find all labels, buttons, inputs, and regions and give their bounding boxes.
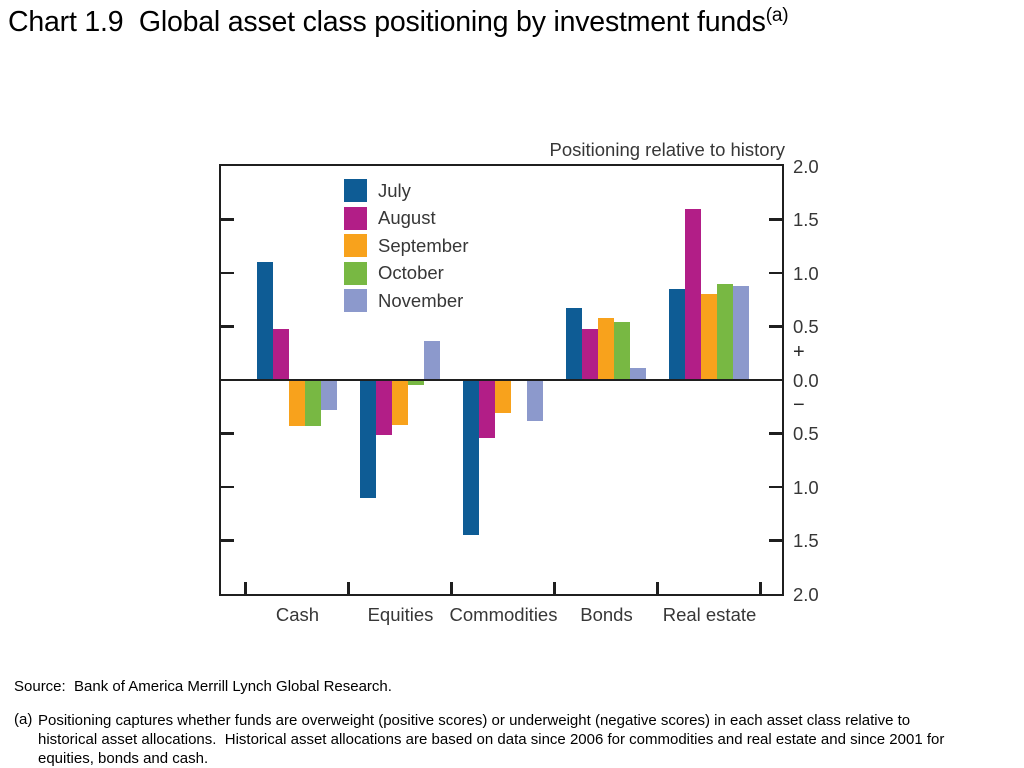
legend-label-october: October (378, 262, 444, 283)
y-axis-tick-label: 1.5 (793, 209, 819, 230)
legend-item-july: July (344, 179, 469, 202)
bar-october-real-estate (717, 283, 733, 380)
legend-item-november: November (344, 289, 469, 312)
right-axis-tick (769, 539, 782, 542)
bar-july-bonds (566, 308, 582, 380)
x-axis-label-bonds: Bonds (580, 604, 633, 625)
left-axis-tick (221, 271, 234, 275)
bar-july-commodities (463, 380, 479, 536)
bar-august-commodities (479, 380, 495, 438)
y-axis-tick-label: 1.0 (793, 262, 819, 284)
left-axis-tick (221, 325, 234, 328)
footnote: (a) Positioning captures whether funds a… (14, 711, 970, 768)
y-axis-tick-label: 1.5 (793, 530, 819, 551)
bar-august-equities (376, 380, 392, 435)
y-axis-tick-label: 2.0 (793, 583, 819, 605)
right-axis-tick (769, 271, 782, 275)
bar-september-commodities (495, 380, 511, 414)
bar-november-real-estate (733, 285, 749, 380)
legend-item-october: October (344, 261, 469, 285)
bar-october-cash (305, 380, 321, 426)
plus-sign: + (793, 340, 805, 363)
legend-swatch-july (344, 179, 367, 202)
bar-november-commodities (527, 380, 543, 421)
chart-legend: July August September October November (344, 179, 469, 317)
bar-july-real-estate (669, 289, 685, 380)
legend-label-september: September (378, 234, 469, 256)
left-axis-tick (221, 432, 234, 435)
x-axis-tick (244, 582, 247, 594)
x-axis-tick (759, 582, 762, 594)
right-axis-tick (769, 432, 782, 435)
x-axis-label-commodities: Commodities (449, 604, 558, 625)
legend-item-september: September (344, 234, 469, 257)
page-title-footnote-marker: (a) (765, 5, 789, 26)
legend-label-november: November (378, 289, 464, 311)
legend-item-august: August (344, 206, 469, 230)
bar-september-real-estate (701, 294, 717, 380)
x-axis-label-cash: Cash (275, 604, 320, 625)
footnote-marker: (a) (14, 711, 33, 728)
right-axis-tick (769, 218, 782, 221)
source-text: Source: Bank of America Merrill Lynch Gl… (14, 678, 392, 695)
legend-swatch-august (344, 206, 367, 230)
y-axis-tick-label: 0.5 (793, 316, 819, 337)
right-axis-tick (769, 485, 782, 489)
legend-swatch-october (344, 261, 367, 285)
bar-august-cash (273, 328, 289, 380)
bar-october-bonds (614, 322, 630, 380)
bar-august-bonds (582, 328, 598, 380)
minus-sign: − (793, 394, 805, 417)
left-axis-tick (221, 218, 234, 221)
legend-swatch-november (344, 289, 367, 312)
plot-area: July August September October November (219, 164, 784, 596)
bar-september-equities (392, 380, 408, 425)
left-axis-tick (221, 485, 234, 489)
bar-july-equities (360, 380, 376, 498)
x-axis-tick (553, 582, 556, 594)
y-axis-tick-label: 2.0 (793, 155, 819, 177)
left-axis-tick (221, 539, 234, 542)
bar-july-cash (257, 262, 273, 380)
y-axis-tick-label: 1.0 (793, 476, 819, 498)
x-axis-label-real-estate: Real estate (662, 604, 757, 625)
zero-line (221, 378, 782, 382)
legend-label-july: July (378, 179, 411, 201)
footnote-text: Positioning captures whether funds are o… (38, 712, 949, 767)
right-axis-tick (769, 325, 782, 328)
bar-september-cash (289, 380, 305, 426)
bar-november-bonds (630, 368, 646, 380)
y-axis-title: Positioning relative to history (549, 139, 785, 160)
x-axis-tick (347, 582, 350, 594)
bar-september-bonds (598, 317, 614, 380)
y-axis-tick-label: 0.0 (793, 369, 819, 391)
legend-swatch-september (344, 234, 367, 257)
y-axis-tick-label: 0.5 (793, 423, 819, 444)
bar-november-equities (424, 341, 440, 380)
x-axis-tick (656, 582, 659, 594)
bar-october-equities (408, 380, 424, 386)
x-axis-label-equities: Equities (367, 604, 434, 625)
bar-august-real-estate (685, 208, 701, 380)
legend-label-august: August (378, 207, 436, 228)
page-title: Chart 1.9 Global asset class positioning… (8, 5, 789, 39)
bar-november-cash (321, 380, 337, 410)
x-axis-tick (450, 582, 453, 594)
page-title-text: Chart 1.9 Global asset class positioning… (8, 6, 766, 38)
